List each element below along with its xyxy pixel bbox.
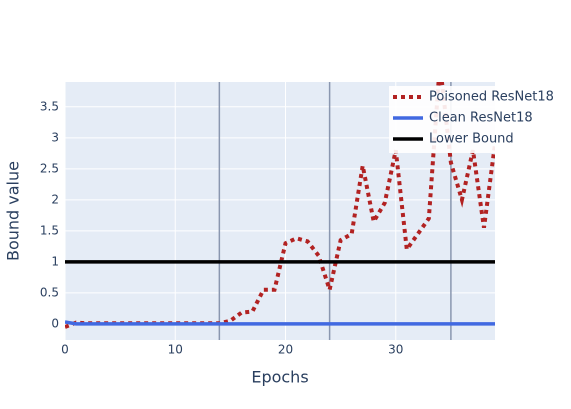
x-tick-label: 30 [388, 343, 403, 357]
x-tick-label: 20 [278, 343, 293, 357]
y-tick-label: 1.5 [40, 223, 59, 237]
x-tick-label: 10 [168, 343, 183, 357]
legend-label: Clean ResNet18 [429, 111, 533, 126]
x-tick-label: 0 [61, 343, 69, 357]
y-tick-label: 0 [51, 316, 59, 330]
y-tick-label: 1 [51, 254, 59, 268]
series-line [65, 320, 495, 326]
y-tick-label: 3.5 [40, 99, 59, 113]
y-axis-title: Bound value [4, 161, 23, 261]
y-tick-label: 0.5 [40, 285, 59, 299]
legend-label: Poisoned ResNet18 [429, 90, 554, 105]
y-tick-label: 3 [51, 130, 59, 144]
y-tick-label: 2.5 [40, 161, 59, 175]
x-axis-title: Epochs [251, 368, 308, 387]
y-tick-label: 2 [51, 192, 59, 206]
legend-label: Lower Bound [429, 132, 514, 147]
